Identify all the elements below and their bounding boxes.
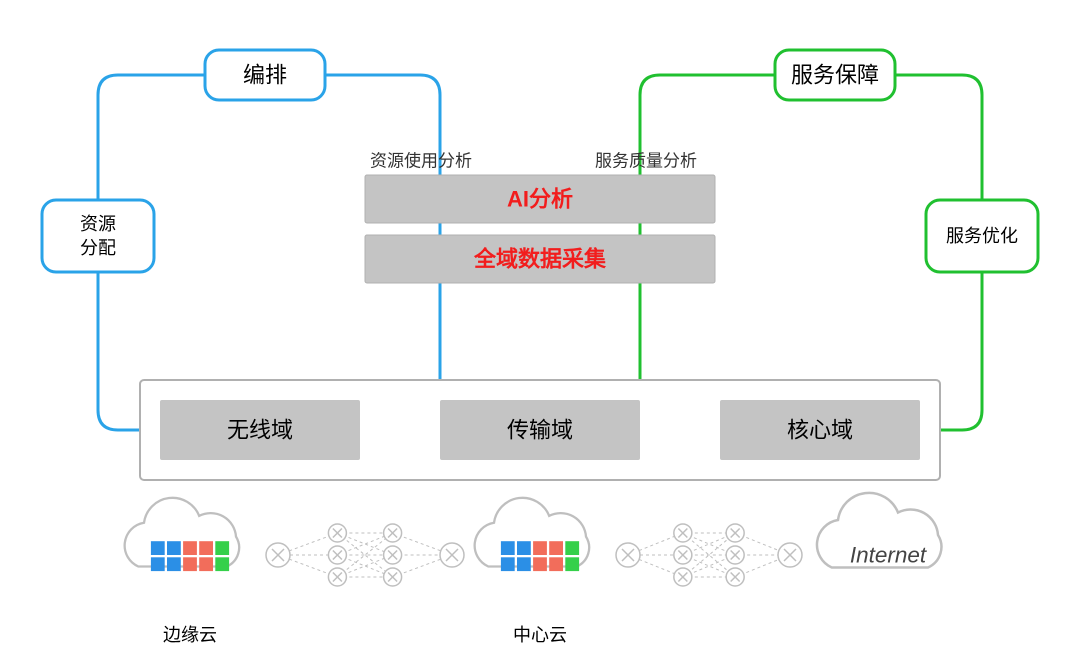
net-node bbox=[778, 543, 802, 567]
net-node bbox=[384, 546, 402, 564]
net-node bbox=[440, 543, 464, 567]
svg-text:服务优化: 服务优化 bbox=[946, 226, 1018, 246]
net-node bbox=[384, 524, 402, 542]
net-node bbox=[616, 543, 640, 567]
ai-label: AI分析 bbox=[507, 187, 573, 212]
orchestration-box-label: 编排 bbox=[243, 63, 287, 88]
domain-label: 无线域 bbox=[227, 418, 293, 443]
net-node bbox=[674, 524, 692, 542]
anno-right: 服务质量分析 bbox=[595, 152, 697, 171]
net-node bbox=[328, 524, 346, 542]
net-node bbox=[328, 568, 346, 586]
svg-text:资源: 资源 bbox=[80, 214, 116, 234]
collect-label: 全域数据采集 bbox=[473, 247, 607, 272]
domain-label: 核心域 bbox=[787, 418, 853, 443]
edge-cloud-label: 边缘云 bbox=[163, 625, 217, 645]
center-cloud bbox=[475, 498, 589, 571]
svg-text:Internet: Internet bbox=[850, 543, 928, 568]
net-node bbox=[674, 546, 692, 564]
domain-label: 传输域 bbox=[507, 418, 573, 443]
edge-cloud bbox=[125, 498, 239, 571]
resource-alloc-box bbox=[42, 200, 154, 272]
internet-cloud: Internet bbox=[817, 493, 941, 568]
net-node bbox=[384, 568, 402, 586]
center-cloud-label: 中心云 bbox=[513, 625, 567, 645]
net-node bbox=[674, 568, 692, 586]
net-node bbox=[328, 546, 346, 564]
net-node bbox=[726, 546, 744, 564]
svg-text:分配: 分配 bbox=[80, 238, 116, 258]
assurance-box-label: 服务保障 bbox=[791, 63, 879, 88]
net-node bbox=[726, 524, 744, 542]
net-node bbox=[726, 568, 744, 586]
net-node bbox=[266, 543, 290, 567]
anno-left: 资源使用分析 bbox=[370, 151, 472, 171]
